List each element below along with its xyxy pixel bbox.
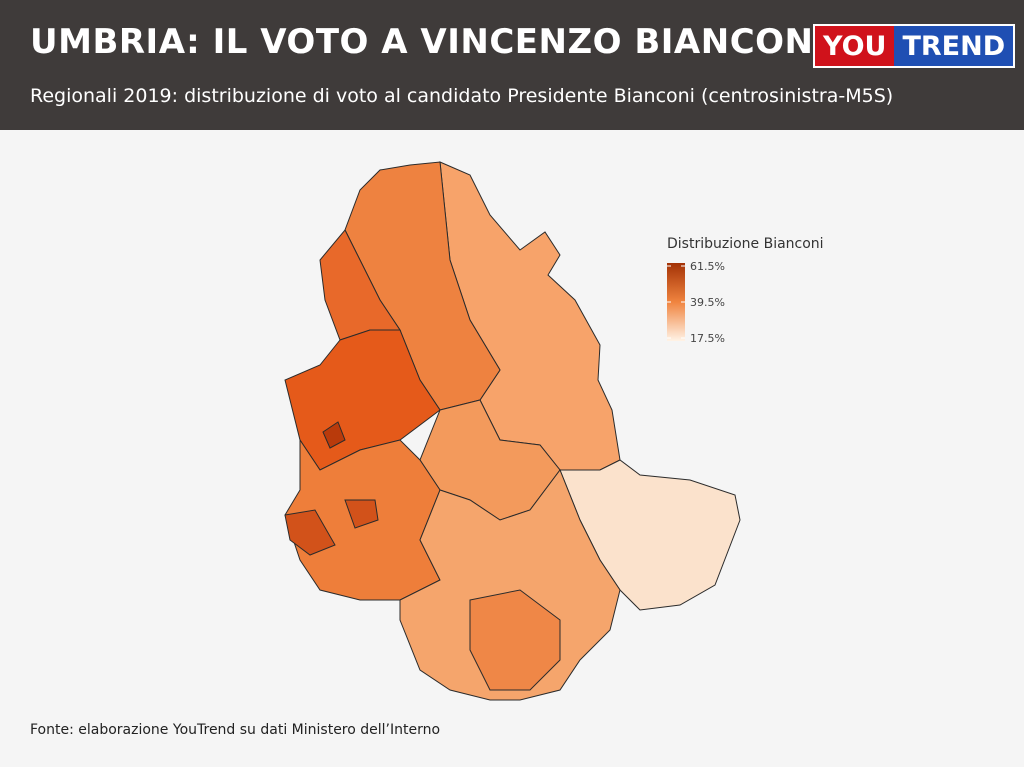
logo: YOU TREND [813, 24, 1016, 68]
map: Distribuzione Bianconi 61.5% 39.5% 17.5% [284, 161, 824, 701]
header: UMBRIA: IL VOTO A VINCENZO BIANCONI Regi… [0, 0, 1024, 130]
region [344, 499, 379, 529]
legend-tick-label: 61.5% [690, 260, 725, 273]
logo-part: TREND [894, 26, 1014, 66]
subtitle: Regionali 2019: distribuzione di voto al… [30, 85, 894, 107]
regions [284, 161, 741, 701]
legend-colorbar [667, 263, 685, 341]
legend-tick-label: 17.5% [690, 332, 725, 345]
logo-part: YOU [815, 26, 895, 66]
region [469, 589, 561, 691]
legend-title: Distribuzione Bianconi [667, 236, 824, 252]
region [399, 468, 621, 701]
region [284, 509, 336, 556]
title: UMBRIA: IL VOTO A VINCENZO BIANCONI [30, 22, 827, 62]
source: Fonte: elaborazione YouTrend su dati Min… [30, 722, 441, 738]
region [322, 421, 346, 449]
legend-tick-label: 39.5% [690, 296, 725, 309]
